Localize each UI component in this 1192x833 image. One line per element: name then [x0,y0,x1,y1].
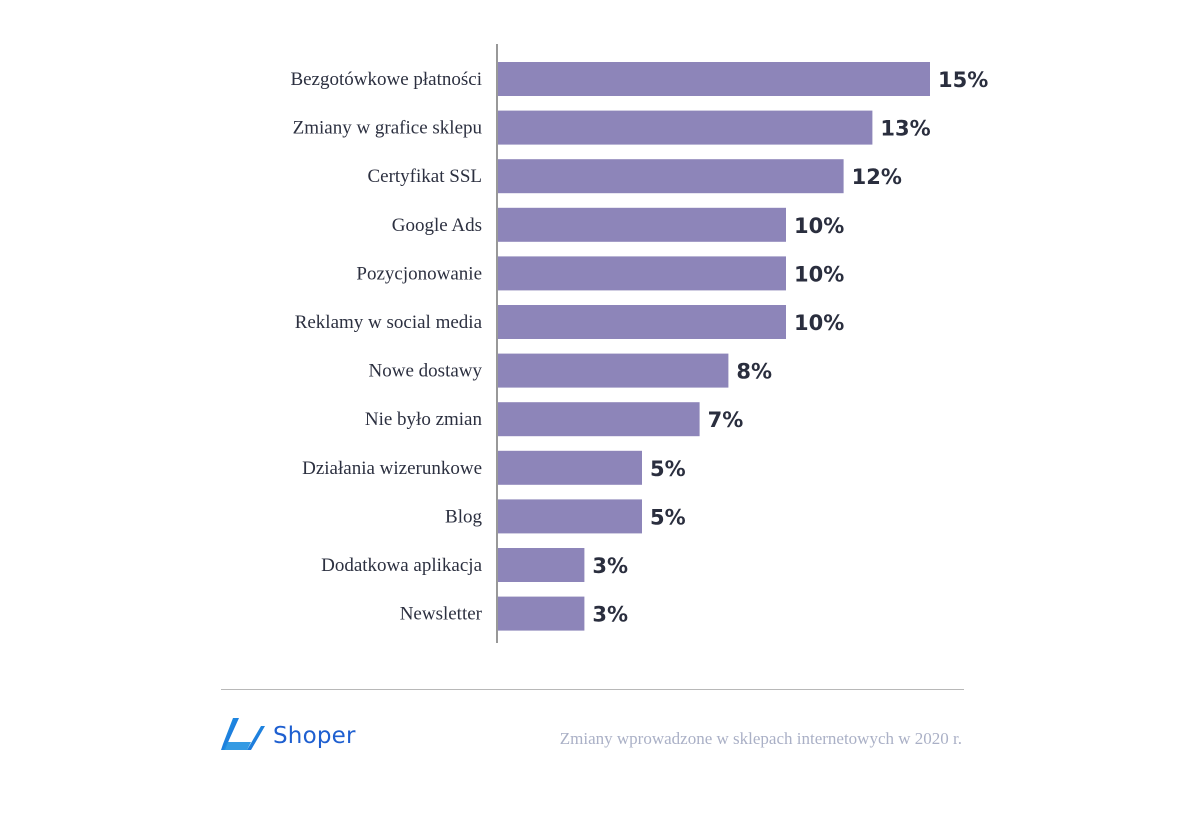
chart-svg: Bezgotówkowe płatności 15% Zmiany w grafic… [290,44,988,643]
value-label: 3% [592,603,628,627]
bar [498,596,585,631]
category-label: Działania wizerunkowe [302,458,482,479]
value-label: 10% [794,311,844,335]
value-label: 7% [708,408,744,432]
brand-logo: Shoper [221,716,356,756]
value-label: 10% [794,262,844,286]
category-label: Newsletter [400,604,483,625]
value-label: 3% [592,554,628,578]
value-label: 15% [938,68,988,92]
shoper-logo-icon [221,718,265,750]
bar [498,62,930,96]
category-label: Nowe dostawy [369,361,483,382]
category-label: Google Ads [392,215,482,236]
chart-caption: Zmiany wprowadzone w sklepach internetow… [559,729,962,748]
value-label: 13% [880,117,930,141]
value-label: 5% [650,505,686,529]
category-label: Bezgotówkowe płatności [290,69,482,90]
bar [498,256,786,291]
category-label: Pozycjonowanie [356,263,482,284]
value-label: 5% [650,457,686,481]
bar [498,159,844,194]
category-label: Blog [445,506,482,527]
footer-divider [221,689,964,690]
category-label: Nie było zmian [365,409,483,430]
category-label: Dodatkowa aplikacja [321,555,482,576]
bar [498,499,642,534]
category-label: Reklamy w social media [295,312,483,333]
category-label: Certyfikat SSL [367,166,482,187]
value-label: 10% [794,214,844,238]
bar [498,402,700,437]
bar [498,450,642,485]
bar [498,548,585,582]
bar [498,353,729,388]
category-label: Zmiany w grafice sklepu [293,118,483,139]
value-label: 12% [852,165,902,189]
brand-name: Shoper [273,723,356,749]
bar [498,110,873,145]
bar [498,207,786,242]
bar [498,305,786,339]
value-label: 8% [736,360,772,384]
